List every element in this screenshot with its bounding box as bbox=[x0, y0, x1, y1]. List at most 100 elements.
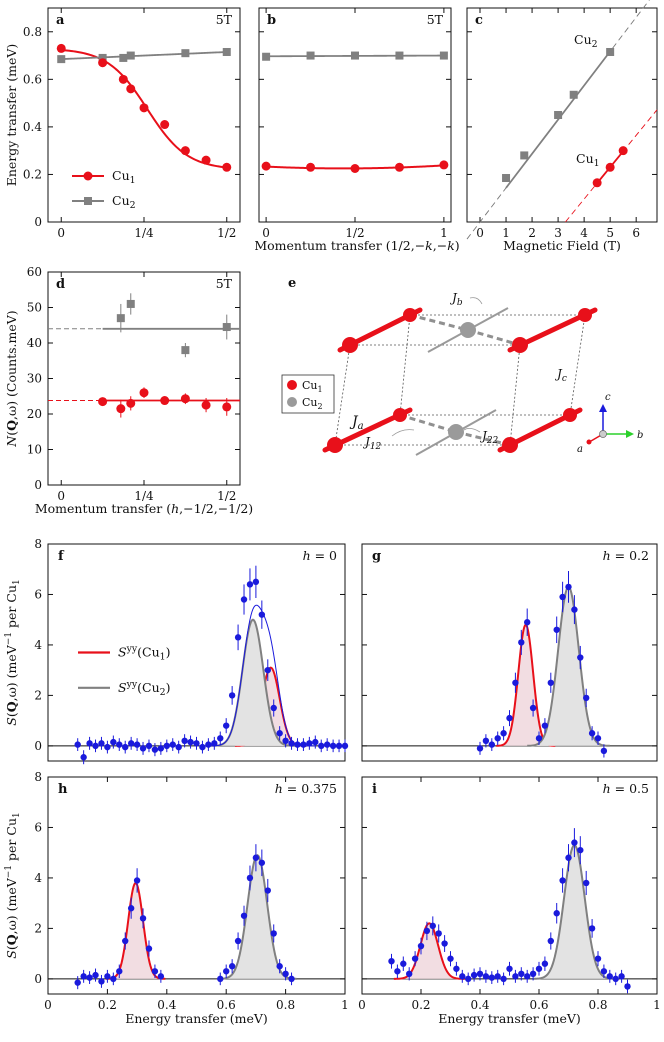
data-point bbox=[518, 639, 525, 646]
cu2-atoms bbox=[448, 322, 476, 440]
data-point bbox=[145, 945, 153, 952]
x-tick-label: 3 bbox=[554, 226, 562, 240]
cu2-point bbox=[98, 53, 107, 62]
plot-frame bbox=[47, 776, 346, 995]
x-tick-label: 6 bbox=[632, 226, 640, 240]
axis-a-label: a bbox=[577, 444, 583, 455]
axis-b-label: b bbox=[637, 430, 643, 441]
cu1-point bbox=[180, 394, 190, 404]
cu1-point bbox=[98, 58, 108, 68]
axes-triad: c b a bbox=[577, 392, 643, 455]
data-point bbox=[312, 738, 319, 746]
data-point bbox=[417, 942, 425, 950]
cu2-point bbox=[181, 49, 190, 58]
data-point bbox=[488, 974, 495, 981]
data-point bbox=[300, 741, 307, 748]
cu2-fit-curve bbox=[61, 51, 227, 61]
cu2-point bbox=[181, 346, 190, 355]
data-point bbox=[535, 735, 543, 742]
cu1-point bbox=[394, 162, 404, 172]
data-point bbox=[246, 874, 254, 882]
data-point bbox=[429, 922, 436, 930]
x-tick-label: 1/4 bbox=[134, 489, 154, 503]
x-tick-label: 0.8 bbox=[588, 998, 607, 1012]
panel-d: 0 1/4 1/2 0 10 20 30 40 50 60 d 5T N(Q,ω) (Counts.me… bbox=[4, 265, 253, 516]
panel-label-i: i bbox=[372, 782, 377, 797]
cu1-gaussian-fill bbox=[235, 667, 307, 746]
legend-cu2-label: Cu2 bbox=[112, 193, 136, 211]
cu2-point bbox=[395, 51, 404, 60]
x-tick-label: 0.2 bbox=[98, 998, 117, 1012]
cu2-point bbox=[606, 47, 615, 56]
data-point bbox=[588, 925, 596, 932]
x-tick-label: 1 bbox=[653, 998, 661, 1012]
y-tick-label: 2 bbox=[34, 688, 42, 702]
y-tick-label: 0 bbox=[34, 215, 42, 229]
cu1-point bbox=[261, 161, 271, 171]
y-tick-label: 0.6 bbox=[23, 72, 42, 86]
y-tick-label: 0 bbox=[34, 739, 42, 753]
cu1-gaussian-fill bbox=[105, 882, 166, 979]
data-point bbox=[482, 973, 490, 980]
plot-frame bbox=[361, 543, 658, 762]
cu1-point bbox=[126, 84, 136, 94]
cu1-point bbox=[201, 155, 211, 165]
x-tick-label: 1 bbox=[341, 998, 349, 1012]
data-point bbox=[624, 983, 631, 990]
y-tick-label: 40 bbox=[27, 336, 42, 350]
data-point bbox=[306, 740, 313, 747]
data-point bbox=[276, 963, 283, 970]
x-tick-label: 0.8 bbox=[276, 998, 295, 1012]
data-point bbox=[406, 970, 413, 978]
x-tick-label: 1/4 bbox=[134, 226, 154, 240]
cu2-point bbox=[351, 51, 359, 60]
panel-h: 0 0.2 0.4 0.6 0.8 1 0 2 4 6 8 h h = 0.375 S(Q,ω) (meV… bbox=[4, 770, 349, 1026]
cu1-point bbox=[118, 74, 128, 84]
cu1-point bbox=[56, 43, 66, 53]
h-annotation: h = 0.375 bbox=[275, 781, 337, 796]
data-point bbox=[228, 692, 236, 699]
y-tick-label: 0.2 bbox=[23, 167, 42, 181]
data-point bbox=[541, 722, 549, 729]
cu1-atoms bbox=[327, 308, 592, 453]
label-ja: Ja bbox=[349, 414, 364, 432]
data-point bbox=[606, 973, 613, 980]
x-tick-label: 0 bbox=[262, 226, 270, 240]
x-axis-label: Momentum transfer (1/2,−k,−k) bbox=[254, 238, 459, 253]
data-point bbox=[276, 730, 283, 737]
data-point bbox=[411, 955, 419, 962]
panel-e-crystal-structure: e bbox=[281, 276, 643, 456]
data-point bbox=[318, 742, 325, 750]
data-point bbox=[122, 937, 129, 945]
y-tick-label: 0 bbox=[34, 972, 42, 986]
data-point bbox=[577, 654, 584, 661]
x-tick-label: 1/2 bbox=[217, 226, 236, 240]
data-point bbox=[506, 714, 513, 722]
data-point bbox=[553, 626, 560, 633]
cu2-point bbox=[554, 111, 563, 119]
data-point bbox=[441, 940, 448, 947]
data-point bbox=[151, 968, 159, 975]
data-point bbox=[217, 975, 224, 983]
x-tick-label: 0 bbox=[57, 226, 65, 240]
cu2-point bbox=[262, 52, 271, 61]
structure-legend: Cu1 Cu2 bbox=[281, 374, 335, 414]
x-tick-label: 5 bbox=[606, 226, 614, 240]
data-point bbox=[518, 970, 525, 978]
cu2-point bbox=[306, 51, 315, 60]
data-point bbox=[181, 737, 188, 745]
label-jc: Jc bbox=[554, 367, 567, 384]
y-tick-label: 50 bbox=[27, 301, 42, 315]
data-point bbox=[600, 747, 608, 755]
data-point bbox=[270, 704, 277, 712]
h-annotation: h = 0.2 bbox=[603, 548, 649, 563]
data-point bbox=[270, 930, 277, 937]
cu1-point bbox=[618, 146, 628, 156]
data-point bbox=[127, 905, 135, 912]
cu2-point bbox=[520, 151, 529, 160]
data-point bbox=[494, 735, 501, 742]
plot-frame bbox=[258, 7, 452, 223]
cu2-gaussian-fill bbox=[211, 619, 295, 746]
label-cu2: Cu2 bbox=[574, 32, 598, 50]
